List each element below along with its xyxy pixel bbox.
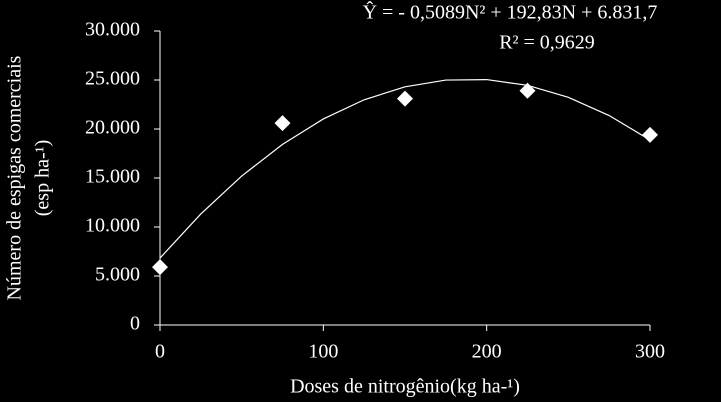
y-tick-label: 15.000 — [85, 166, 140, 188]
y-tick-label: 5.000 — [95, 264, 140, 286]
y-tick-label: 0 — [130, 313, 140, 335]
data-point — [274, 115, 291, 132]
y-tick-label: 25.000 — [85, 68, 140, 90]
data-point — [152, 259, 168, 276]
r-squared: R² = 0,9629 — [499, 32, 595, 54]
y-tick-label: 20.000 — [85, 117, 140, 139]
equation: Ŷ = - 0,5089N² + 192,83N + 6.831,7 — [363, 1, 658, 24]
x-axis-label: Doses de nitrogênio(kg ha-¹) — [290, 376, 520, 398]
x-tick-label: 0 — [155, 341, 165, 363]
x-tick-label: 200 — [472, 341, 502, 363]
data-point — [642, 126, 658, 143]
data-point — [397, 90, 413, 107]
y-tick-label: 30.000 — [85, 19, 140, 41]
y-tick-label: 10.000 — [85, 215, 140, 237]
x-tick-label: 300 — [635, 341, 665, 363]
y-axis-label: (esp ha-¹) — [32, 140, 54, 217]
x-tick-label: 100 — [308, 341, 338, 363]
fit-curve — [159, 78, 651, 259]
y-axis-label: Número de espigas comerciais — [4, 55, 26, 300]
